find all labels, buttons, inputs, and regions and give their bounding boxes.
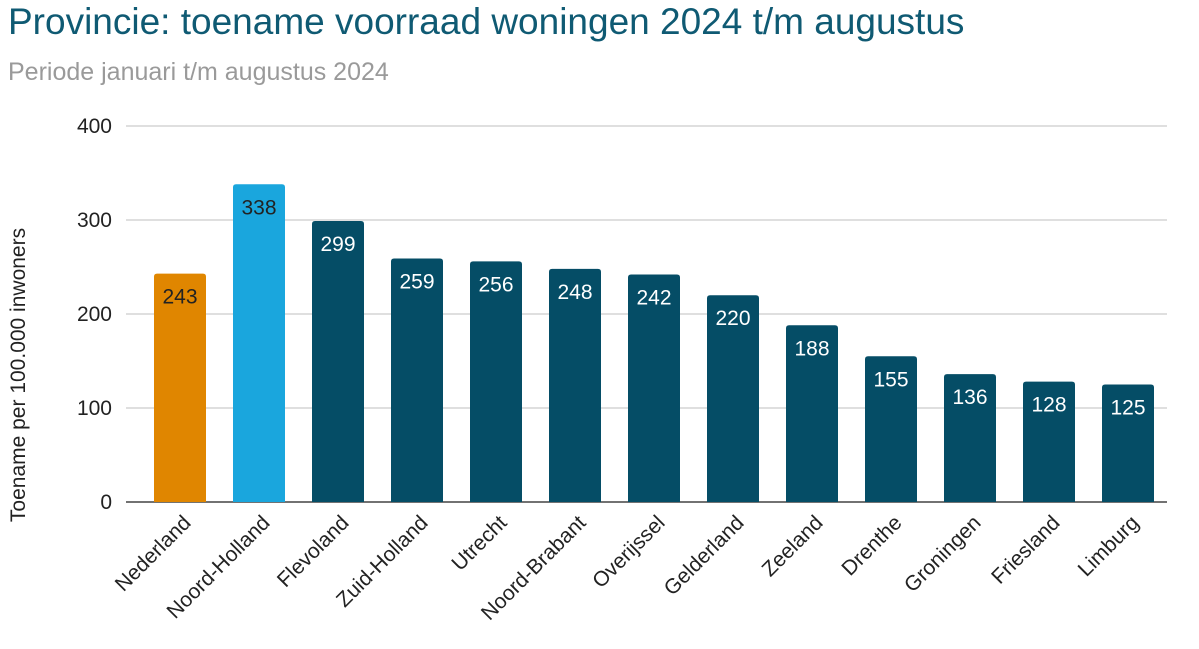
x-category-label: Gelderland (660, 511, 749, 600)
bar-value-label: 243 (162, 286, 197, 309)
bars (154, 184, 1154, 502)
y-tick-label: 0 (100, 491, 112, 514)
bar-noord-brabant (549, 268, 601, 502)
chart-subtitle: Periode januari t/m augustus 2024 (8, 58, 389, 86)
x-category-label: Drenthe (837, 511, 906, 580)
x-category-label: Nederland (111, 511, 196, 596)
x-category-label: Utrecht (447, 511, 511, 575)
chart-title: Provincie: toename voorraad woningen 202… (8, 1, 965, 42)
bar-gelderland (707, 295, 759, 502)
bar-overijssel (628, 274, 680, 502)
x-category-label: Flevoland (273, 511, 354, 592)
bar-noord-holland (233, 184, 285, 502)
bar-groningen (944, 374, 996, 502)
bar-zuid-holland (391, 258, 443, 502)
bar-value-label: 256 (478, 273, 513, 296)
bar-value-label: 220 (715, 307, 750, 330)
value-labels: 243 338 299 259 256 248 242 220 188 155 136 128 125 (162, 196, 1145, 419)
bar-drenthe (865, 356, 917, 502)
bar-flevoland (312, 220, 364, 502)
x-category-label: Limburg (1074, 511, 1144, 581)
bar-friesland (1023, 381, 1075, 502)
x-category-label: Overijssel (588, 511, 669, 592)
x-axis-categories: NederlandNoord-HollandFlevolandZuid-Holl… (111, 511, 1144, 625)
bar-utrecht (470, 261, 522, 502)
bar-value-label: 155 (873, 368, 908, 391)
x-category-label: Groningen (900, 511, 986, 597)
x-category-label: Friesland (987, 511, 1064, 588)
y-tick-label: 100 (77, 397, 112, 420)
y-tick-label: 400 (77, 115, 112, 138)
bar-value-label: 128 (1031, 394, 1066, 417)
bar-value-label: 299 (320, 233, 355, 256)
y-axis-ticks: 0 100 200 300 400 (77, 115, 112, 514)
bar-value-label: 259 (399, 271, 434, 294)
bar-value-label: 338 (241, 196, 276, 219)
bar-value-label: 136 (952, 386, 987, 409)
bar-limburg (1102, 384, 1154, 502)
bar-value-label: 248 (557, 281, 592, 304)
bar-nederland (154, 273, 206, 502)
bar-zeeland (786, 325, 838, 502)
bar-value-label: 125 (1110, 397, 1145, 420)
y-axis-label: Toename per 100.000 inwoners (7, 228, 30, 522)
y-tick-label: 300 (77, 209, 112, 232)
x-category-label: Zeeland (758, 511, 828, 581)
bar-value-label: 188 (794, 337, 829, 360)
y-tick-label: 200 (77, 303, 112, 326)
bar-value-label: 242 (636, 287, 671, 310)
